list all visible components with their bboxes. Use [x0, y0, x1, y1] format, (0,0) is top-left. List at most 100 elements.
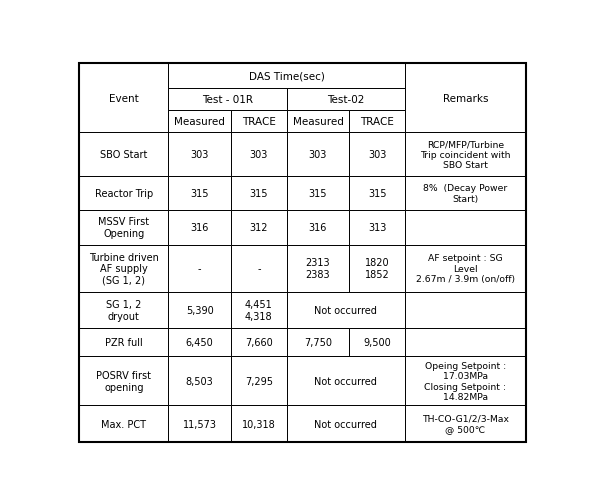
Bar: [287, 177, 349, 210]
Bar: [405, 177, 526, 210]
Bar: [231, 210, 287, 245]
Bar: [169, 210, 231, 245]
Text: Test-02: Test-02: [327, 95, 365, 105]
Bar: [231, 292, 287, 329]
Text: Max. PCT: Max. PCT: [101, 419, 146, 429]
Bar: [231, 329, 287, 357]
Bar: [405, 133, 526, 177]
Bar: [287, 357, 405, 405]
Text: Not occurred: Not occurred: [314, 376, 378, 386]
Bar: [405, 329, 526, 357]
Text: -: -: [257, 264, 261, 274]
Bar: [405, 210, 526, 245]
Bar: [287, 292, 405, 329]
Text: 11,573: 11,573: [183, 419, 217, 429]
Bar: [79, 210, 169, 245]
Text: RCP/MFP/Turbine
Trip coincident with
SBO Start: RCP/MFP/Turbine Trip coincident with SBO…: [420, 140, 510, 170]
Bar: [79, 329, 169, 357]
Text: 6,450: 6,450: [186, 338, 214, 348]
Bar: [405, 405, 526, 442]
Bar: [349, 210, 405, 245]
Text: 316: 316: [191, 222, 209, 232]
Text: 9,500: 9,500: [363, 338, 391, 348]
Text: Not occurred: Not occurred: [314, 419, 378, 429]
Text: Reactor Trip: Reactor Trip: [95, 188, 153, 198]
Bar: [405, 357, 526, 405]
Bar: [79, 133, 169, 177]
Text: 5,390: 5,390: [186, 305, 214, 315]
Bar: [79, 177, 169, 210]
Bar: [287, 405, 405, 442]
Bar: [169, 111, 231, 133]
Text: DAS Time(sec): DAS Time(sec): [249, 72, 324, 82]
Text: -: -: [198, 264, 201, 274]
Bar: [169, 357, 231, 405]
Bar: [231, 111, 287, 133]
Text: AF setpoint : SG
Level
2.67m / 3.9m (on/off): AF setpoint : SG Level 2.67m / 3.9m (on/…: [416, 254, 514, 284]
Text: 315: 315: [309, 188, 327, 198]
Text: 4,451
4,318: 4,451 4,318: [245, 300, 273, 321]
Text: 303: 303: [250, 150, 268, 160]
Text: 7,295: 7,295: [245, 376, 273, 386]
Bar: [169, 329, 231, 357]
Text: 10,318: 10,318: [242, 419, 276, 429]
Bar: [287, 329, 349, 357]
Bar: [287, 245, 349, 292]
Bar: [231, 357, 287, 405]
Text: Remarks: Remarks: [442, 94, 488, 104]
Text: 313: 313: [368, 222, 386, 232]
Bar: [349, 133, 405, 177]
Bar: [349, 245, 405, 292]
Text: 303: 303: [368, 150, 386, 160]
Text: 8%  (Decay Power
Start): 8% (Decay Power Start): [423, 184, 507, 203]
Text: 312: 312: [250, 222, 268, 232]
Text: 315: 315: [250, 188, 268, 198]
Text: Measured: Measured: [293, 117, 343, 127]
Text: SG 1, 2
dryout: SG 1, 2 dryout: [106, 300, 142, 321]
Bar: [231, 245, 287, 292]
Text: PZR full: PZR full: [105, 338, 143, 348]
Text: 8,503: 8,503: [186, 376, 214, 386]
Bar: [287, 133, 349, 177]
Bar: [349, 329, 405, 357]
Text: 303: 303: [309, 150, 327, 160]
Bar: [231, 133, 287, 177]
Bar: [169, 64, 405, 89]
Text: Measured: Measured: [174, 117, 225, 127]
Text: Turbine driven
AF supply
(SG 1, 2): Turbine driven AF supply (SG 1, 2): [89, 252, 159, 285]
Text: SBO Start: SBO Start: [100, 150, 148, 160]
Bar: [287, 89, 405, 111]
Bar: [169, 177, 231, 210]
Text: Event: Event: [109, 94, 139, 104]
Text: Test - 01R: Test - 01R: [202, 95, 253, 105]
Bar: [231, 405, 287, 442]
Text: Opeing Setpoint :
17.03MPa
Closing Setpoint :
14.82MPa: Opeing Setpoint : 17.03MPa Closing Setpo…: [424, 361, 506, 401]
Bar: [169, 89, 287, 111]
Text: TH-CO-G1/2/3-Max
@ 500℃: TH-CO-G1/2/3-Max @ 500℃: [422, 414, 509, 433]
Bar: [287, 111, 349, 133]
Bar: [169, 292, 231, 329]
Text: 315: 315: [368, 188, 386, 198]
Bar: [79, 64, 169, 133]
Bar: [79, 405, 169, 442]
Text: TRACE: TRACE: [242, 117, 276, 127]
Text: 1820
1852: 1820 1852: [365, 258, 389, 280]
Text: Not occurred: Not occurred: [314, 305, 378, 315]
Bar: [169, 245, 231, 292]
Bar: [79, 357, 169, 405]
Bar: [169, 405, 231, 442]
Text: MSSV First
Opening: MSSV First Opening: [99, 217, 149, 238]
Bar: [405, 245, 526, 292]
Bar: [169, 133, 231, 177]
Text: 303: 303: [191, 150, 209, 160]
Text: 316: 316: [309, 222, 327, 232]
Text: TRACE: TRACE: [360, 117, 394, 127]
Bar: [349, 111, 405, 133]
Bar: [79, 292, 169, 329]
Bar: [287, 210, 349, 245]
Bar: [405, 64, 526, 133]
Text: 315: 315: [191, 188, 209, 198]
Text: 7,660: 7,660: [245, 338, 273, 348]
Bar: [231, 177, 287, 210]
Bar: [405, 292, 526, 329]
